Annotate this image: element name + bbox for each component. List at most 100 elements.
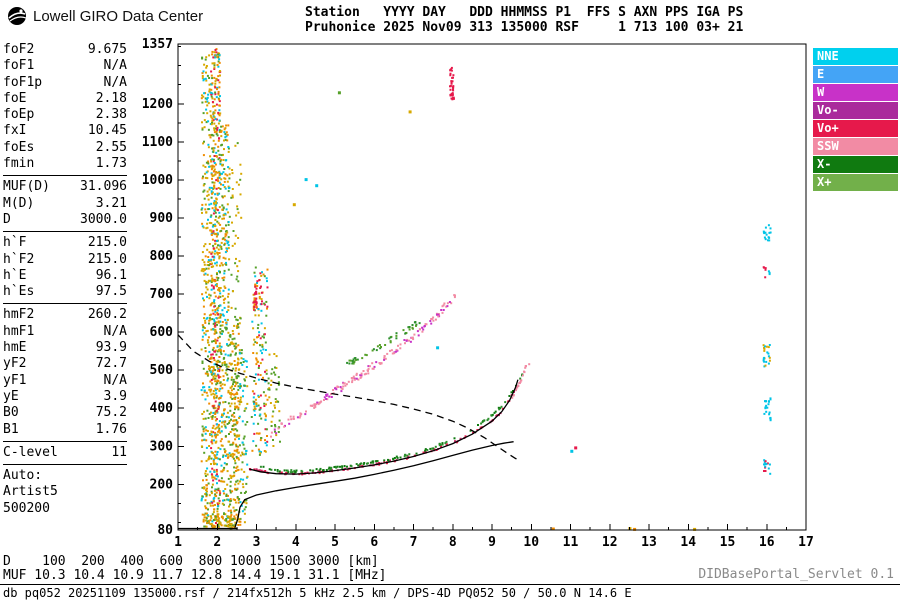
param-label: fxI <box>3 123 27 139</box>
param-label: h`Es <box>3 284 35 300</box>
y-tick-label: 600 <box>150 325 174 340</box>
param-label: D <box>3 211 11 227</box>
param-text: 500200 <box>3 500 50 516</box>
param-value: 1.73 <box>95 156 127 172</box>
param-divider <box>3 175 127 177</box>
param-divider <box>3 231 127 233</box>
y-tick-label: 800 <box>150 249 174 264</box>
giro-logo-icon <box>8 7 27 25</box>
param-value: 2.38 <box>95 107 127 123</box>
param-value: 9.675 <box>87 42 127 57</box>
param-divider <box>3 440 127 442</box>
legend-item-vo: Vo- <box>813 102 898 119</box>
param-label: MUF(D) <box>3 179 50 195</box>
param-value: 96.1 <box>95 267 127 283</box>
param-divider <box>3 303 127 305</box>
param-value: 97.5 <box>95 284 127 300</box>
y-tick-label: 400 <box>150 401 174 416</box>
param-label: h`E <box>3 267 27 283</box>
param-label: foE <box>3 90 27 106</box>
param-row: h`E 96.1 <box>3 268 127 284</box>
param-value: 2.18 <box>95 90 127 106</box>
param-value: 75.2 <box>95 405 127 421</box>
param-label: C-level <box>3 444 58 460</box>
x-tick-label: 7 <box>410 535 418 550</box>
parameter-panel: foF2 9.675 foF1 N/A foF1p N/A foE 2.18 foEp 2.38 f… <box>3 42 127 517</box>
param-value: 2.55 <box>95 139 127 155</box>
param-value: 215.0 <box>87 235 127 251</box>
param-row: foF1p N/A <box>3 75 127 91</box>
param-row: D 3000.0 <box>3 212 127 228</box>
x-tick-label: 16 <box>759 535 775 550</box>
param-row: C-level 11 <box>3 445 127 461</box>
legend-item-e: E <box>813 66 898 83</box>
x-tick-label: 5 <box>331 535 339 550</box>
y-tick-label: 300 <box>150 439 174 454</box>
x-tick-label: 9 <box>488 535 496 550</box>
param-row: foEs 2.55 <box>3 140 127 156</box>
y-tick-label: 200 <box>150 477 174 492</box>
station-header-line1: Station YYYY DAY DDD HHMMSS P1 FFS S AXN… <box>305 5 744 20</box>
y-tick-label: 700 <box>150 287 174 302</box>
param-value: 11 <box>111 444 127 460</box>
brand-title: Lowell GIRO Data Center <box>33 7 204 25</box>
x-tick-label: 8 <box>449 535 457 550</box>
param-label: hmE <box>3 340 27 356</box>
param-row: h`Es 97.5 <box>3 284 127 300</box>
legend-item-vo: Vo+ <box>813 120 898 137</box>
param-label: foF1 <box>3 58 35 74</box>
param-value: N/A <box>103 323 127 339</box>
x-tick-label: 2 <box>213 535 221 550</box>
param-row: B1 1.76 <box>3 422 127 438</box>
x-tick-label: 11 <box>563 535 579 550</box>
param-value: N/A <box>103 372 127 388</box>
curve-profile <box>234 441 514 528</box>
brand: Lowell GIRO Data Center <box>6 5 203 27</box>
param-value: N/A <box>103 74 127 90</box>
param-label: yF2 <box>3 356 27 372</box>
param-text: Artist5 <box>3 484 58 500</box>
param-row: B0 75.2 <box>3 405 127 421</box>
param-value: N/A <box>103 58 127 74</box>
param-row: hmE 93.9 <box>3 340 127 356</box>
x-tick-label: 15 <box>720 535 736 550</box>
y-tick-label: 500 <box>150 363 174 378</box>
y-tick-label: 80 <box>157 523 173 538</box>
param-row: fmin 1.73 <box>3 156 127 172</box>
curve-muf-curve <box>177 334 521 462</box>
x-tick-label: 3 <box>253 535 261 550</box>
param-label: fmin <box>3 156 35 172</box>
param-row: MUF(D) 31.096 <box>3 179 127 195</box>
param-label: hmF2 <box>3 307 35 323</box>
param-row: yF2 72.7 <box>3 356 127 372</box>
param-label: foEp <box>3 107 35 123</box>
param-row: foEp 2.38 <box>3 107 127 123</box>
station-header-line2: Pruhonice 2025 Nov09 313 135000 RSF 1 71… <box>305 20 744 35</box>
param-label: B0 <box>3 405 19 421</box>
param-row: yF1 N/A <box>3 373 127 389</box>
param-label: hmF1 <box>3 323 35 339</box>
param-value: 31.096 <box>80 179 127 195</box>
y-tick-label: 900 <box>150 211 174 226</box>
param-value: 93.9 <box>95 340 127 356</box>
y-tick-label: 1000 <box>142 173 173 188</box>
distance-row: D 100 200 400 600 800 1000 1500 3000 [km… <box>3 554 379 569</box>
param-value: 3000.0 <box>80 211 127 227</box>
param-value: 72.7 <box>95 356 127 372</box>
param-row: hmF1 N/A <box>3 324 127 340</box>
x-tick-label: 10 <box>523 535 539 550</box>
echo-legend: NNE E W Vo- Vo+ SSW X- X+ <box>813 48 898 192</box>
param-label: B1 <box>3 421 19 437</box>
x-tick-label: 17 <box>798 535 814 550</box>
param-label: foF2 <box>3 42 35 57</box>
y-tick-label: 1100 <box>142 135 173 150</box>
legend-item-ssw: SSW <box>813 138 898 155</box>
param-row: M(D) 3.21 <box>3 196 127 212</box>
x-tick-label: 6 <box>370 535 378 550</box>
footer-divider <box>0 584 900 585</box>
curve-trace-fit <box>249 379 519 475</box>
param-value: 3.9 <box>103 388 127 404</box>
param-text: Auto: <box>3 468 43 484</box>
param-label: h`F <box>3 235 27 251</box>
